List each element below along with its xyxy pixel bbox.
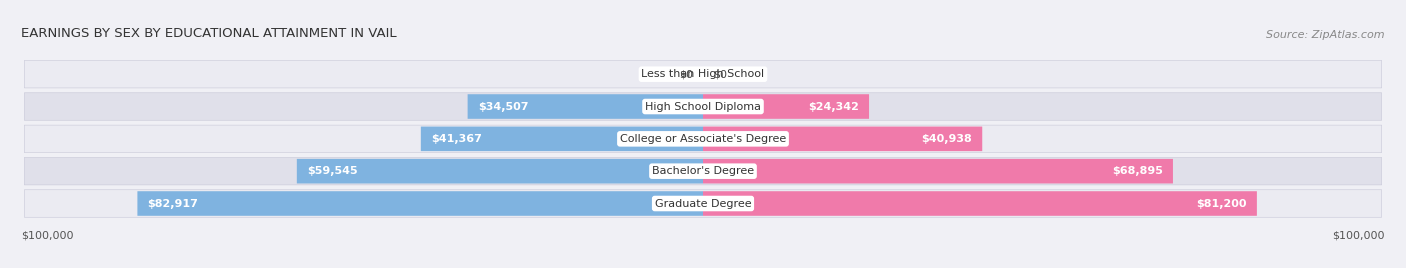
FancyBboxPatch shape — [703, 159, 1173, 184]
Text: $34,507: $34,507 — [478, 102, 529, 111]
FancyBboxPatch shape — [24, 93, 1382, 120]
Text: College or Associate's Degree: College or Associate's Degree — [620, 134, 786, 144]
Text: Graduate Degree: Graduate Degree — [655, 199, 751, 209]
FancyBboxPatch shape — [24, 190, 1382, 217]
Text: $100,000: $100,000 — [1333, 231, 1385, 241]
Text: $0: $0 — [713, 69, 727, 79]
Text: $40,938: $40,938 — [921, 134, 972, 144]
Text: $59,545: $59,545 — [307, 166, 357, 176]
FancyBboxPatch shape — [703, 126, 983, 151]
FancyBboxPatch shape — [138, 191, 703, 216]
Text: $81,200: $81,200 — [1197, 199, 1247, 209]
FancyBboxPatch shape — [297, 159, 703, 184]
Text: EARNINGS BY SEX BY EDUCATIONAL ATTAINMENT IN VAIL: EARNINGS BY SEX BY EDUCATIONAL ATTAINMEN… — [21, 27, 396, 40]
Text: Bachelor's Degree: Bachelor's Degree — [652, 166, 754, 176]
FancyBboxPatch shape — [703, 94, 869, 119]
FancyBboxPatch shape — [468, 94, 703, 119]
Text: Less than High School: Less than High School — [641, 69, 765, 79]
FancyBboxPatch shape — [24, 157, 1382, 185]
Text: $68,895: $68,895 — [1112, 166, 1163, 176]
FancyBboxPatch shape — [24, 125, 1382, 152]
Text: $0: $0 — [679, 69, 693, 79]
Text: Source: ZipAtlas.com: Source: ZipAtlas.com — [1267, 30, 1385, 40]
Text: $82,917: $82,917 — [148, 199, 198, 209]
Text: $24,342: $24,342 — [808, 102, 859, 111]
Text: $100,000: $100,000 — [21, 231, 73, 241]
FancyBboxPatch shape — [24, 61, 1382, 88]
FancyBboxPatch shape — [703, 191, 1257, 216]
Text: High School Diploma: High School Diploma — [645, 102, 761, 111]
FancyBboxPatch shape — [420, 126, 703, 151]
Text: $41,367: $41,367 — [432, 134, 482, 144]
